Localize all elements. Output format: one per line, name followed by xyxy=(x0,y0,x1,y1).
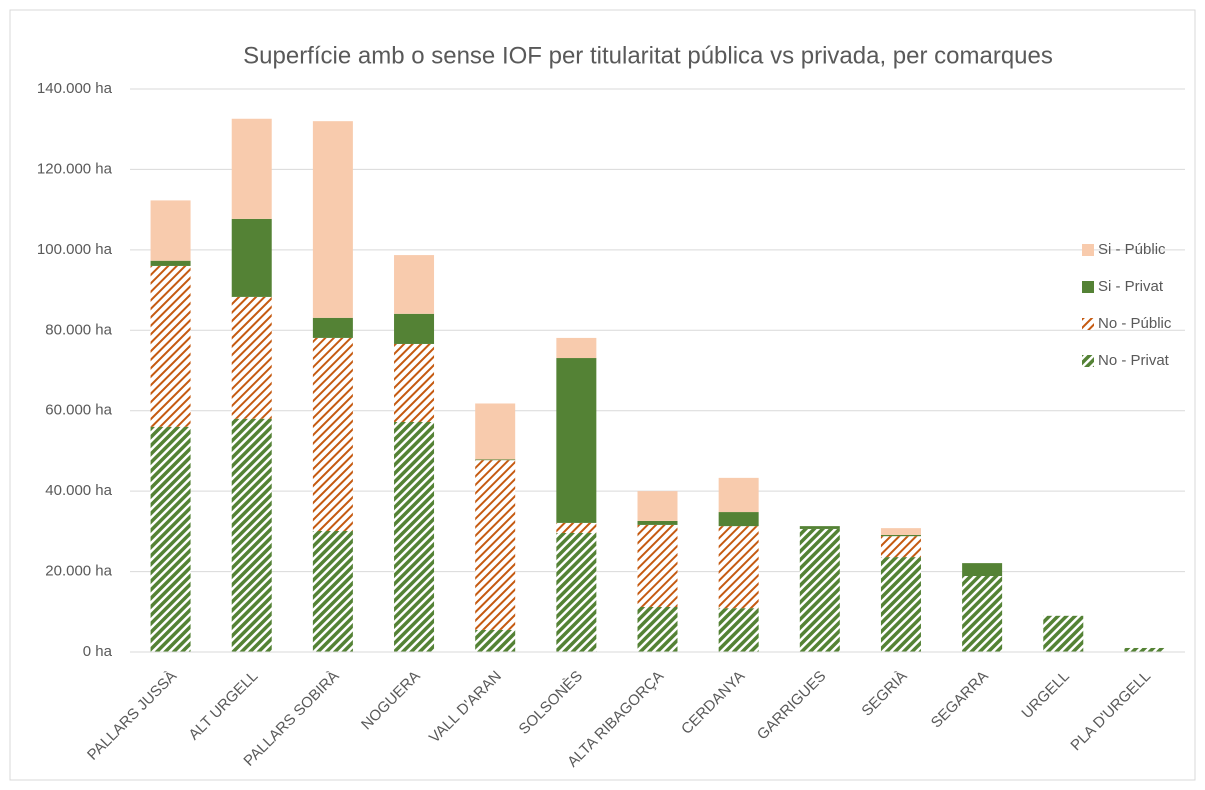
bar-segment xyxy=(394,421,435,652)
bar-segment xyxy=(799,526,840,529)
bar-segment xyxy=(880,536,921,558)
chart-title: Superfície amb o sense IOF per titularit… xyxy=(243,42,1053,69)
legend-swatch xyxy=(1082,244,1094,256)
bar-segment xyxy=(394,255,435,314)
bar-segment xyxy=(231,418,272,652)
y-tick-label: 0 ha xyxy=(83,643,113,660)
bar-segment xyxy=(880,557,921,652)
bar-segment xyxy=(150,426,191,652)
bar-segment xyxy=(637,491,678,521)
y-tick-label: 80.000 ha xyxy=(45,321,112,338)
bar-segment xyxy=(962,575,1003,652)
legend-label: Si - Privat xyxy=(1098,278,1164,295)
bar-segment xyxy=(394,313,435,344)
bar-segment xyxy=(231,218,272,297)
bar-segment xyxy=(637,606,678,652)
bar-segment xyxy=(880,534,921,537)
bar-segment xyxy=(394,343,435,422)
legend-label: Si - Públic xyxy=(1098,241,1166,258)
legend-swatch xyxy=(1082,355,1094,367)
bar-segment xyxy=(312,530,353,652)
bar-segment xyxy=(475,460,516,630)
y-tick-label: 100.000 ha xyxy=(37,241,113,258)
bar-segment xyxy=(556,358,597,523)
bar-segment xyxy=(150,260,191,266)
bar-segment xyxy=(718,608,759,652)
bar-segment xyxy=(150,265,191,427)
bar-segment xyxy=(475,459,516,461)
legend-label: No - Públic xyxy=(1098,315,1172,332)
y-tick-label: 140.000 ha xyxy=(37,80,113,97)
bar-segment xyxy=(312,121,353,318)
bar-segment xyxy=(1124,647,1165,652)
y-tick-label: 60.000 ha xyxy=(45,402,112,419)
bar-segment xyxy=(556,522,597,533)
bar-segment xyxy=(150,200,191,261)
bar-segment xyxy=(880,528,921,535)
legend-label: No - Privat xyxy=(1098,352,1170,369)
bar-segment xyxy=(1043,615,1084,652)
bar-segment xyxy=(312,317,353,338)
bar-segment xyxy=(637,520,678,525)
bar-segment xyxy=(475,629,516,652)
y-tick-label: 120.000 ha xyxy=(37,160,113,177)
bar-segment xyxy=(556,532,597,652)
bar-segment xyxy=(556,337,597,359)
bar-segment xyxy=(718,477,759,513)
y-tick-label: 20.000 ha xyxy=(45,563,112,580)
bar-segment xyxy=(475,403,516,460)
bar-segment xyxy=(718,512,759,527)
bar-segment xyxy=(312,337,353,531)
legend-swatch xyxy=(1082,318,1094,330)
bar-segment xyxy=(962,563,1003,576)
bar-segment xyxy=(231,296,272,419)
y-tick-label: 40.000 ha xyxy=(45,482,112,499)
bar-segment xyxy=(718,526,759,609)
legend-swatch xyxy=(1082,281,1094,293)
bar-segment xyxy=(231,118,272,219)
bar-segment xyxy=(637,524,678,607)
bar-segment xyxy=(799,528,840,652)
